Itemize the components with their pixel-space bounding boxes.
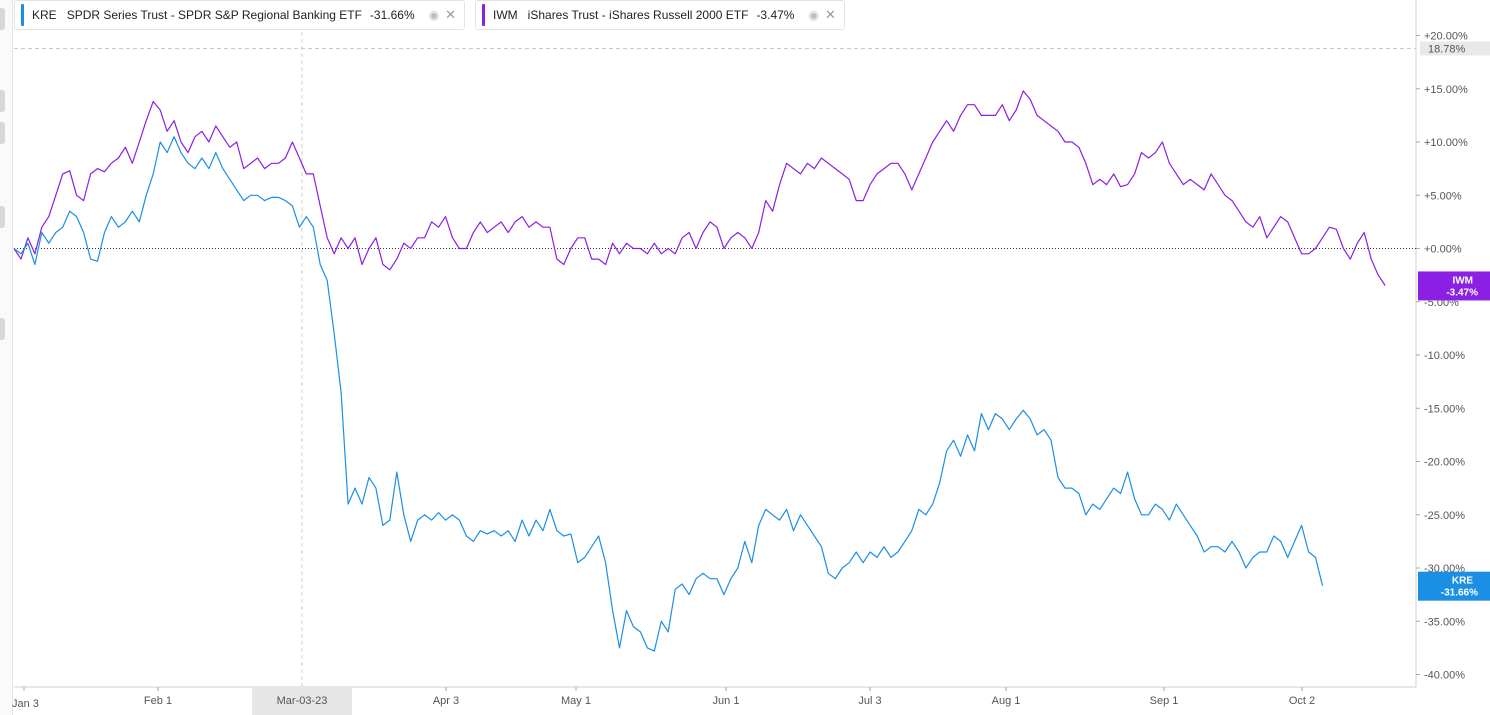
x-tick-label: May 1 [561,695,591,707]
last-value-tag-symbol: KRE [1452,576,1473,587]
x-tick-label: Oct 2 [1289,695,1315,707]
y-tick-label: -10.00% [1424,350,1465,362]
y-tick-label: -35.00% [1424,616,1465,628]
reference-tag-label: 18.78% [1428,43,1466,55]
y-tick-label: +15.00% [1424,84,1468,96]
rail-tab[interactable] [0,8,5,30]
remove-series-close-icon[interactable]: ✕ [824,7,836,22]
y-tick-label: +0.00% [1424,244,1462,256]
y-tick-label: -20.00% [1424,457,1465,469]
series-settings-icon[interactable]: ◉ [808,8,819,22]
legend-item-iwm[interactable]: IWM iShares Trust - iShares Russell 2000… [475,0,845,30]
rail-tab[interactable] [0,122,5,144]
legend-change: -3.47% [756,8,795,22]
legend-item-kre[interactable]: KRE SPDR Series Trust - SPDR S&P Regiona… [14,0,466,30]
crosshair-date-label: Mar-03-23 [277,695,328,707]
x-tick-label: Jan 3 [12,698,39,710]
legend-symbol: KRE [32,8,57,22]
last-value-tag-change: -31.66% [1441,588,1478,599]
legend-swatch-kre [21,4,24,26]
legend-swatch-iwm [482,4,486,26]
chart-legend: KRE SPDR Series Trust - SPDR S&P Regiona… [14,0,845,30]
x-tick-label: Jul 3 [858,695,881,707]
series-line-iwm [13,90,1386,286]
x-tick-label: Aug 1 [992,695,1021,707]
x-tick-label: Apr 3 [433,695,459,707]
y-tick-label: -15.00% [1424,403,1465,415]
last-value-tag-kre [1418,571,1490,601]
series-settings-icon[interactable]: ◉ [428,8,440,22]
legend-symbol: IWM [493,8,518,22]
x-tick-label: Sep 1 [1150,695,1179,707]
legend-fund-name: SPDR Series Trust - SPDR S&P Regional Ba… [66,8,362,22]
y-tick-label: -25.00% [1424,510,1465,522]
series-line-kre [13,136,1324,652]
legend-change: -31.66% [369,8,415,22]
remove-series-close-icon[interactable]: ✕ [445,7,457,22]
last-value-tag-change: -3.47% [1446,287,1478,298]
y-tick-label: +10.00% [1424,137,1468,149]
y-tick-label: +20.00% [1424,31,1468,43]
last-value-tag-iwm [1418,271,1490,301]
x-tick-label: Feb 1 [144,695,172,707]
x-tick-label: Jun 1 [713,695,740,707]
rail-tab[interactable] [0,318,5,340]
rail-tab[interactable] [0,90,5,112]
rail-tab[interactable] [0,206,5,228]
y-tick-label: +5.00% [1424,190,1462,202]
legend-fund-name: iShares Trust - iShares Russell 2000 ETF [527,8,749,22]
y-tick-label: -40.00% [1424,670,1465,682]
left-toolbar-rail [0,0,13,715]
crosshair-date-bg [252,687,352,715]
last-value-tag-symbol: IWM [1452,275,1473,286]
reference-tag-bg [1420,41,1490,56]
